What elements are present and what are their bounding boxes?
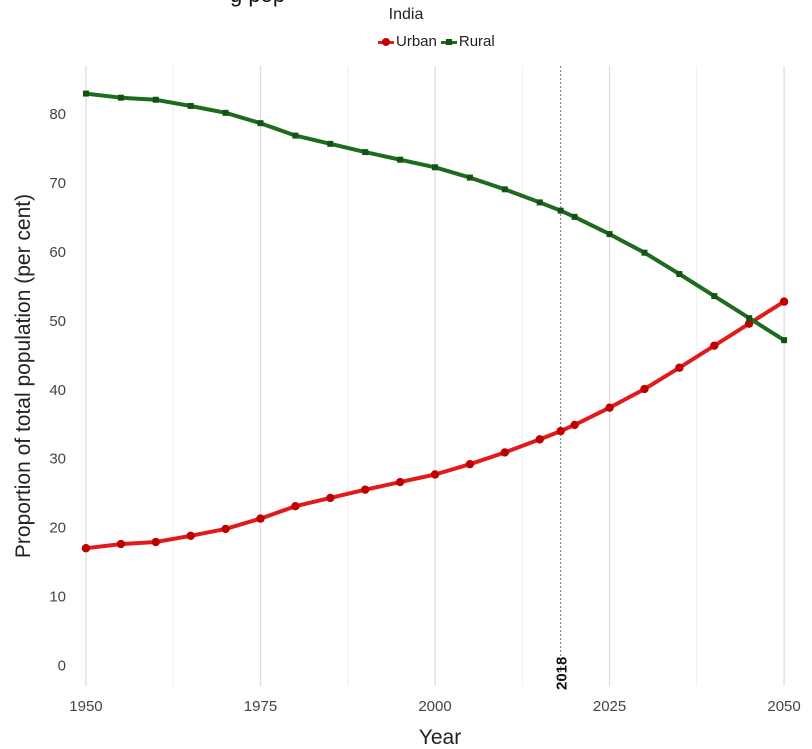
legend-label-rural: Rural [458, 33, 495, 50]
series-line-urban [84, 299, 787, 551]
legend: Urban Rural [378, 33, 499, 50]
data-point-urban [186, 531, 195, 541]
series-line-rural [84, 91, 787, 343]
data-point-urban [570, 420, 579, 430]
data-point-urban [465, 459, 475, 469]
data-point-urban [151, 537, 160, 547]
legend-swatch-rural [440, 37, 457, 47]
data-point-rural [557, 207, 564, 214]
x-tick-label: 1975 [244, 698, 277, 715]
x-tick-label: 2050 [767, 698, 800, 715]
x-tick-label: 2000 [418, 698, 451, 715]
y-tick-label: 60 [49, 244, 66, 261]
data-point-rural [501, 186, 508, 193]
data-point-urban [556, 426, 565, 436]
legend-swatch-urban [378, 37, 394, 47]
x-tick-label: 2025 [593, 698, 626, 715]
data-point-urban [675, 363, 684, 372]
legend-item-urban: Urban [378, 33, 437, 50]
data-point-rural [397, 156, 404, 163]
annotation-label-2018: 2018 [554, 657, 571, 690]
data-point-urban [81, 544, 91, 553]
data-point-rural [292, 132, 299, 139]
data-point-rural [222, 109, 229, 116]
data-point-urban [291, 502, 300, 511]
data-point-rural [187, 102, 194, 109]
data-point-rural [117, 94, 124, 101]
data-point-rural [641, 249, 648, 256]
data-point-rural [152, 96, 159, 103]
data-point-rural [536, 199, 543, 206]
data-point-rural [711, 293, 718, 300]
data-point-urban [605, 403, 614, 412]
data-point-rural [466, 174, 473, 181]
data-point-rural [362, 149, 369, 156]
data-point-urban [535, 435, 544, 444]
data-point-urban [221, 524, 230, 534]
y-tick-label: 10 [49, 588, 66, 605]
data-point-rural [432, 164, 439, 171]
chart-title-fragment: g pop [230, 0, 285, 8]
x-tick-label: 1950 [69, 698, 102, 715]
chart-subtitle: India [388, 6, 424, 23]
legend-label-urban: Urban [396, 33, 437, 50]
y-tick-label: 30 [49, 451, 66, 468]
y-axis-label: Proportion of total population (per cent… [12, 194, 35, 558]
data-point-rural [82, 90, 89, 97]
data-point-urban [326, 493, 335, 503]
data-point-urban [779, 297, 789, 306]
y-tick-label: 50 [49, 313, 66, 330]
y-tick-label: 20 [49, 520, 66, 537]
data-point-rural [257, 120, 264, 127]
legend-item-rural: Rural [440, 33, 495, 50]
data-point-urban [256, 514, 265, 523]
data-point-urban [361, 485, 370, 494]
plot-area [72, 66, 812, 686]
data-point-rural [781, 337, 788, 344]
y-tick-label: 40 [49, 382, 66, 399]
y-tick-label: 0 [58, 657, 66, 674]
y-tick-label: 80 [49, 106, 66, 123]
data-point-rural [606, 231, 613, 238]
data-point-rural [571, 213, 578, 220]
data-point-urban [116, 539, 126, 549]
data-point-urban [430, 470, 440, 479]
y-tick-label: 70 [49, 175, 66, 192]
data-point-urban [500, 448, 510, 457]
x-axis-label: Year [419, 726, 461, 749]
data-point-urban [710, 341, 719, 350]
data-point-rural [676, 271, 683, 278]
data-point-rural [746, 315, 753, 322]
data-point-rural [327, 140, 334, 147]
data-point-urban [640, 384, 649, 394]
data-point-urban [395, 477, 405, 487]
